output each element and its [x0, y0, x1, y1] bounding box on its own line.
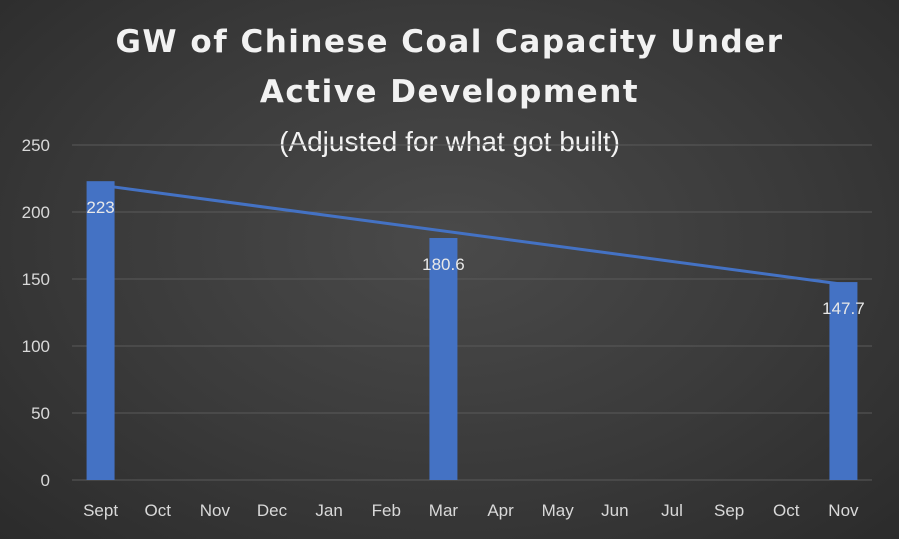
bar: [829, 282, 858, 480]
x-tick-label: Jul: [661, 501, 683, 520]
bar: [429, 237, 458, 480]
x-tick-label: Sept: [83, 501, 118, 520]
bar: [86, 181, 115, 480]
x-tick-label: Nov: [200, 501, 231, 520]
data-label: 223: [86, 198, 114, 217]
x-tick-label: Oct: [144, 501, 171, 520]
y-tick-label: 250: [22, 136, 50, 155]
chart-title-line-2: Active Development: [259, 74, 640, 110]
x-tick-label: Jan: [315, 501, 342, 520]
trend-line: [100, 183, 844, 286]
data-label: 147.7: [822, 299, 865, 318]
x-tick-label: Dec: [257, 501, 288, 520]
x-tick-label: Apr: [487, 501, 514, 520]
y-tick-label: 0: [41, 471, 50, 490]
chart-subtitle: (Adjusted for what got built): [279, 126, 620, 157]
y-tick-label: 100: [22, 337, 50, 356]
x-tick-label: May: [542, 501, 575, 520]
x-tick-label: Nov: [828, 501, 859, 520]
y-tick-label: 150: [22, 270, 50, 289]
data-label: 180.6: [422, 255, 465, 274]
x-tick-label: Jun: [601, 501, 628, 520]
y-tick-label: 50: [31, 404, 50, 423]
x-tick-label: Feb: [372, 501, 401, 520]
x-tick-label: Oct: [773, 501, 800, 520]
x-tick-label: Sep: [714, 501, 744, 520]
chart-title: GW of Chinese Coal Capacity Under: [115, 24, 784, 60]
y-tick-label: 200: [22, 203, 50, 222]
x-tick-label: Mar: [429, 501, 459, 520]
